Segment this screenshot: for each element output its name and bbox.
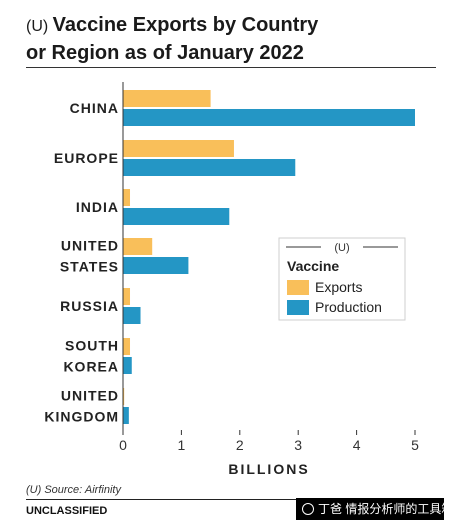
bar-production — [123, 257, 189, 274]
bar-exports — [123, 388, 125, 405]
bar-production — [123, 159, 296, 176]
legend-title: Vaccine — [287, 258, 339, 274]
x-tick-label: 3 — [294, 437, 302, 453]
category-label: RUSSIA — [60, 298, 119, 314]
title-classification-marking: (U) — [26, 18, 49, 35]
legend-classification: (U) — [334, 242, 349, 254]
category-label: UNITED — [61, 388, 119, 404]
x-tick-label: 4 — [353, 437, 361, 453]
wechat-icon — [302, 503, 314, 515]
x-tick-label: 1 — [178, 437, 186, 453]
x-axis-title: BILLIONS — [228, 461, 309, 477]
x-tick-label: 0 — [119, 437, 127, 453]
category-label: KINGDOM — [44, 409, 119, 425]
bar-production — [123, 407, 129, 424]
watermark-text: 丁爸 情报分析师的工具箱 — [318, 502, 444, 516]
category-label: UNITED — [61, 238, 119, 254]
category-label: KOREA — [63, 359, 119, 375]
classification-banner: UNCLASSIFIED — [26, 505, 108, 517]
bar-production — [123, 109, 415, 126]
bar-exports — [123, 189, 131, 206]
bar-production — [123, 357, 132, 374]
category-label: INDIA — [76, 199, 119, 215]
bar-exports — [123, 288, 131, 305]
category-label: STATES — [60, 259, 119, 275]
watermark-badge: 丁爸 情报分析师的工具箱 — [296, 498, 444, 520]
legend-swatch-exports — [287, 280, 309, 295]
legend-entry-production: Production — [315, 299, 382, 315]
bar-exports — [123, 140, 234, 157]
title-line-2: or Region as of January 2022 — [26, 42, 304, 64]
bar-production — [123, 208, 230, 225]
bar-exports — [123, 90, 211, 107]
x-tick-label: 2 — [236, 437, 244, 453]
category-label: SOUTH — [65, 338, 119, 354]
legend-swatch-production — [287, 300, 309, 315]
source-note: (U) Source: Airfinity — [26, 484, 121, 496]
bar-exports — [123, 238, 153, 255]
title-line-1: Vaccine Exports by Country — [52, 14, 319, 36]
bar-production — [123, 307, 141, 324]
category-label: EUROPE — [54, 150, 119, 166]
chart-title: (U) Vaccine Exports by Country or Region… — [26, 12, 446, 68]
category-label: CHINA — [70, 100, 119, 116]
title-divider — [26, 67, 436, 68]
bar-exports — [123, 338, 131, 355]
x-tick-label: 5 — [411, 437, 419, 453]
footer-divider — [26, 499, 436, 500]
legend-entry-exports: Exports — [315, 279, 362, 295]
